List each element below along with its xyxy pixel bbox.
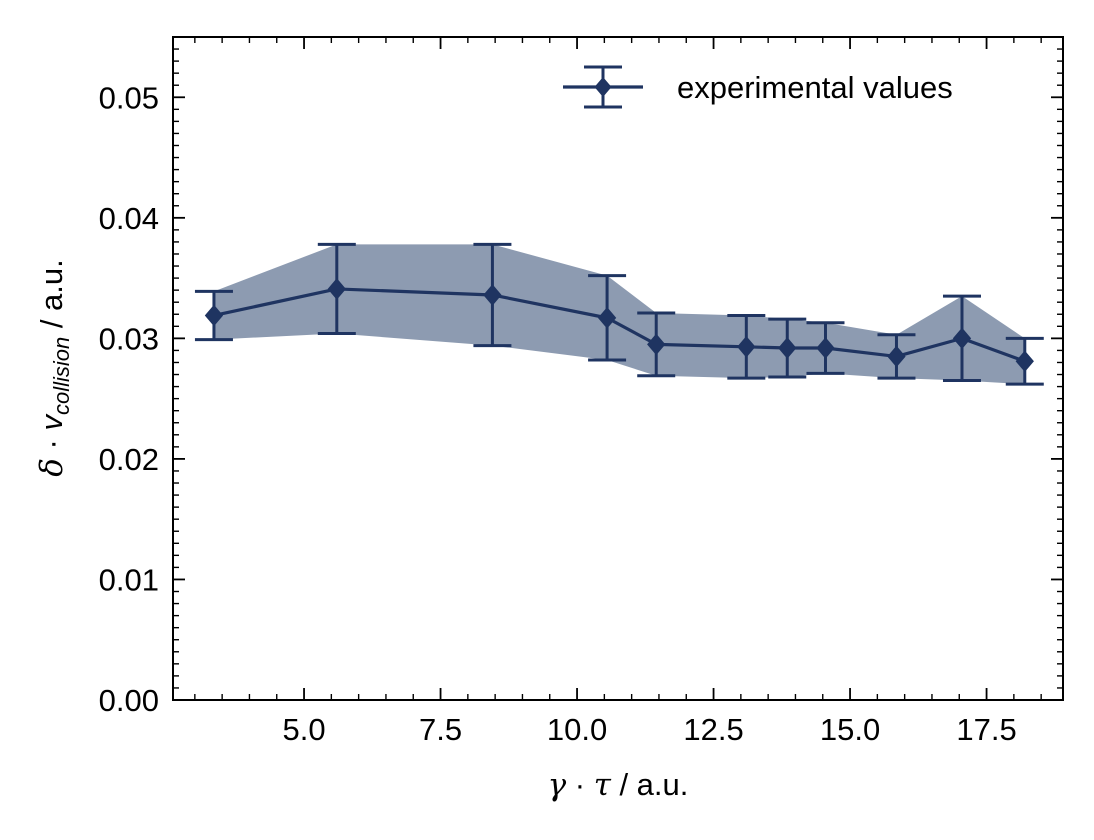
y-tick-label: 0.04: [99, 201, 159, 236]
y-tick-label: 0.02: [99, 442, 159, 477]
data-point: [778, 337, 797, 359]
x-tick-label: 10.0: [547, 712, 607, 747]
legend: experimental values: [563, 65, 953, 109]
data-point: [597, 307, 617, 329]
data-point: [816, 337, 835, 359]
data-point: [1015, 350, 1034, 373]
series-layer: [194, 242, 1044, 386]
data-point: [737, 336, 756, 358]
data-point: [204, 304, 224, 327]
y-tick-label: 0.03: [99, 321, 159, 356]
y-tick-label: 0.00: [99, 683, 159, 718]
plot-frame: [172, 36, 1064, 701]
y-tick-label: 0.05: [99, 80, 159, 115]
x-tick-label: 15.0: [820, 712, 880, 747]
y-tick-label: 0.01: [99, 562, 159, 597]
legend-label: experimental values: [677, 70, 953, 105]
x-tick-label: 5.0: [282, 712, 325, 747]
x-tick-label: 12.5: [683, 712, 743, 747]
data-point: [647, 333, 666, 356]
data-point: [327, 278, 346, 300]
x-tick-label: 17.5: [956, 712, 1016, 747]
x-tick-label: 7.5: [419, 712, 462, 747]
legend-marker: [594, 77, 612, 97]
data-point: [887, 345, 906, 368]
data-point: [483, 284, 502, 306]
y-axis-label: δ · vcollision / a.u.: [34, 259, 74, 477]
data-point: [952, 327, 972, 350]
axes-layer: 5.0 7.5 10.0 12.5 15.0 17.5 0.00 0.01 0.02 0.03 0.…: [99, 36, 1064, 747]
x-axis-label: γ · τ / a.u.: [548, 767, 689, 803]
